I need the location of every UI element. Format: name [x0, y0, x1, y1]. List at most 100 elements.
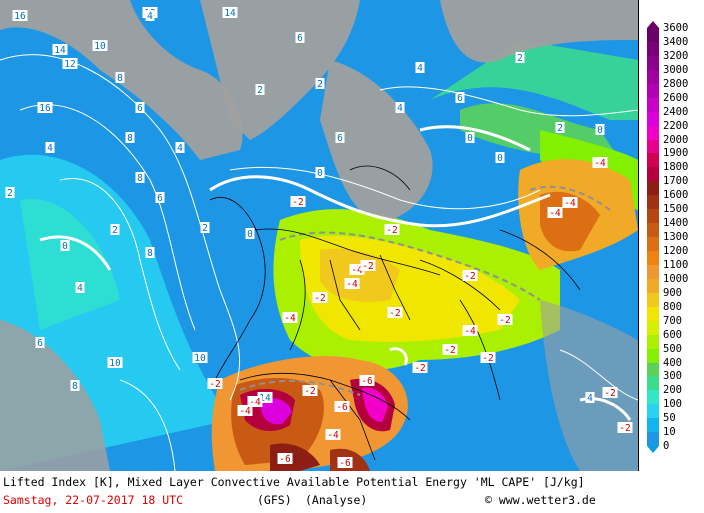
label-text: -6 [279, 454, 291, 465]
scale-color-cell [647, 111, 659, 126]
li-label: 10 [192, 352, 208, 364]
li-label-unstable: -6 [334, 401, 350, 413]
scale-color-cell [647, 278, 659, 293]
label-box [37, 102, 53, 113]
li-label-unstable: -2 [442, 344, 458, 356]
label-box [349, 264, 365, 275]
label-box [595, 124, 605, 135]
label-box [495, 152, 505, 163]
label-text: -4 [464, 326, 476, 337]
li-label: 6 [155, 192, 165, 204]
label-text: 4 [177, 143, 183, 154]
li-label-unstable: -2 [360, 260, 376, 272]
label-text: 0 [597, 125, 603, 136]
label-box [282, 312, 298, 323]
label-box [585, 392, 595, 403]
label-box [12, 10, 28, 21]
label-box [592, 157, 608, 168]
li-label: 2 [110, 224, 120, 236]
scale-color-cell [647, 251, 659, 265]
label-text: 14 [54, 45, 66, 56]
scale-label: 2200 [663, 119, 689, 132]
label-text: -2 [619, 423, 630, 434]
li-label-unstable: -2 [617, 422, 633, 434]
label-box [295, 32, 305, 43]
label-box [562, 197, 578, 208]
label-text: -4 [351, 265, 363, 276]
li-label-unstable: -4 [349, 264, 365, 276]
land-mask-north [440, 0, 638, 63]
caption-date: Samstag, 22-07-2017 18 UTC [3, 493, 184, 507]
label-box [465, 132, 475, 143]
scale-label: 1000 [663, 272, 689, 285]
li-label: 14 [257, 392, 273, 404]
label-text: 6 [457, 93, 463, 104]
label-text: -2 [464, 271, 475, 282]
label-box [360, 260, 376, 271]
li-label: 6 [295, 32, 305, 44]
scale-label: 400 [663, 356, 682, 369]
li-label: 4 [395, 102, 405, 114]
land-mask-scandinavia [320, 60, 433, 220]
scale-label: 200 [663, 384, 682, 397]
li-label-unstable: -2 [462, 270, 478, 282]
li-label: 8 [135, 172, 145, 184]
label-box [315, 167, 325, 178]
li-label: 6 [135, 102, 145, 114]
label-box [247, 396, 263, 407]
label-text: -2 [209, 379, 220, 390]
scale-color-cell [647, 362, 659, 377]
scale-label: 1700 [663, 175, 689, 188]
label-box [395, 102, 405, 113]
map-caption: Lifted Index [K], Mixed Layer Convective… [0, 471, 704, 513]
li-label: 6 [455, 92, 465, 104]
scale-color-cell [647, 292, 659, 307]
scale-arrow-top [647, 21, 659, 28]
label-text: 10 [94, 41, 106, 52]
li-label-unstable: -2 [387, 307, 403, 319]
li-label-unstable: -2 [207, 378, 223, 390]
label-text: 16 [14, 11, 26, 22]
scale-color-cell [647, 55, 659, 70]
li-isolines [0, 54, 638, 471]
label-box [325, 429, 341, 440]
scale-label: 3200 [663, 49, 689, 62]
scale-color-cell [647, 320, 659, 335]
label-box [337, 457, 353, 468]
unstable-isolines [239, 185, 611, 396]
li-label-unstable: -2 [480, 352, 496, 364]
label-text: 2 [112, 225, 118, 236]
li-label-unstable: -2 [497, 314, 513, 326]
scale-color-cell [647, 390, 659, 405]
li-label-unstable: -6 [359, 375, 375, 387]
label-box [547, 207, 563, 218]
scale-color-cell [647, 153, 659, 168]
scale-color-cell [647, 125, 659, 140]
label-text: 16 [39, 103, 51, 114]
li-label-unstable: -2 [290, 196, 306, 208]
label-text: 6 [297, 33, 303, 44]
li-label-unstable: -4 [237, 405, 253, 417]
scale-color-cell [647, 83, 659, 98]
label-text: -6 [339, 458, 351, 469]
label-box [344, 278, 360, 289]
label-text: 2 [257, 85, 263, 96]
scale-color-cell [647, 167, 659, 182]
scale-color-cell [647, 41, 659, 56]
label-box [125, 132, 135, 143]
scale-label: 700 [663, 314, 682, 327]
li-label-unstable: -4 [247, 396, 263, 408]
li-label: 2 [315, 78, 325, 90]
label-box [92, 40, 108, 51]
li-label: 8 [145, 247, 155, 259]
scale-color-cell [647, 418, 659, 433]
li-label: 4 [585, 392, 595, 404]
label-text: 8 [127, 133, 133, 144]
label-box [135, 172, 145, 183]
scale-label: 1900 [663, 147, 689, 160]
label-text: 4 [397, 103, 403, 114]
label-box [115, 72, 125, 83]
li-label-unstable: -4 [282, 312, 298, 324]
scale-label: 1500 [663, 203, 689, 216]
label-text: 10 [194, 353, 206, 364]
